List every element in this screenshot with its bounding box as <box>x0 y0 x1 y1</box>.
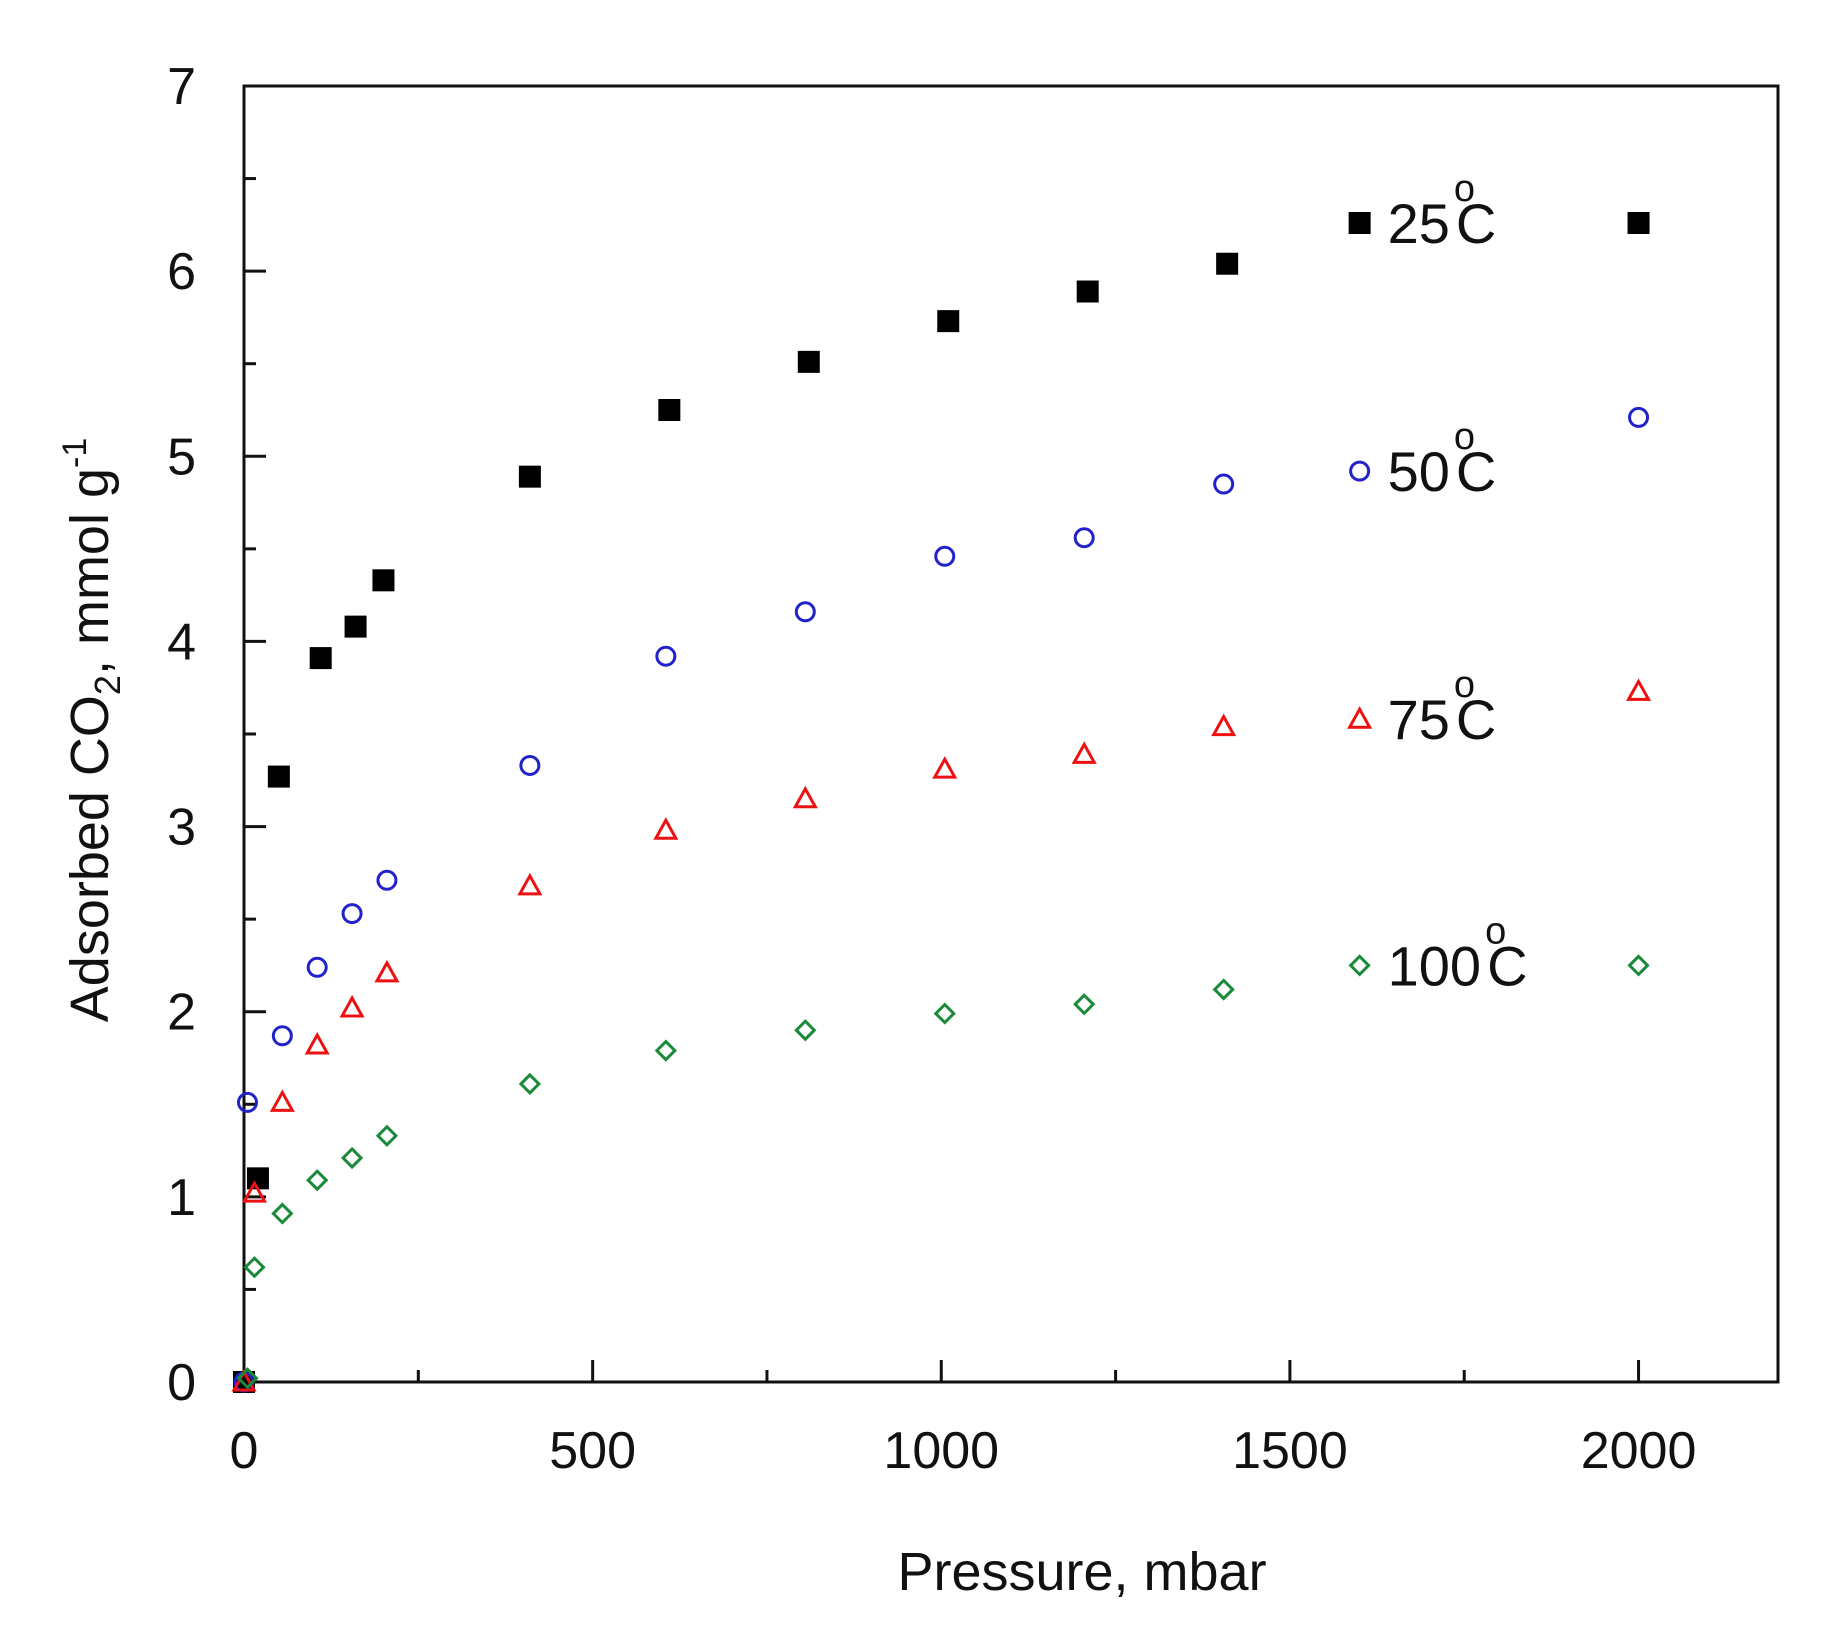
data-point-75c <box>304 1031 330 1055</box>
data-point-25c <box>246 1167 269 1190</box>
legend-marker-75c <box>1347 706 1373 729</box>
legend-unit-50c: C <box>1456 440 1496 503</box>
data-point-50c <box>934 545 956 567</box>
legend-label-25c: 25 <box>1388 192 1450 255</box>
legend-degree-75c: o <box>1454 664 1475 706</box>
data-point-25c <box>937 310 960 333</box>
y-tick-label: 1 <box>167 1169 196 1227</box>
x-axis-title: Pressure, mbar <box>897 1542 1266 1602</box>
data-point-75c <box>653 817 679 840</box>
y-tick-label: 2 <box>167 984 196 1042</box>
y-tick-label: 5 <box>167 428 196 486</box>
y-title-sub: 2 <box>87 675 128 695</box>
legend-marker-50c <box>1349 460 1371 482</box>
data-point-100c <box>1073 993 1096 1016</box>
y-title-sup: -1 <box>56 438 94 468</box>
data-point-100c <box>243 1256 266 1279</box>
data-point-100c <box>306 1169 329 1192</box>
y-tick-label: 6 <box>167 243 196 301</box>
legend-marker-100c <box>1348 954 1371 977</box>
x-tick-label: 500 <box>549 1422 636 1480</box>
data-point-100c <box>518 1072 542 1096</box>
legend-marker-25c <box>1348 212 1371 235</box>
y-axis-title: Adsorbed CO2, mmol g-1 <box>56 438 128 1022</box>
y-title-middle: , mmol g <box>60 468 120 675</box>
data-point-25c <box>309 647 332 670</box>
data-point-25c <box>658 399 681 421</box>
y-tick-label: 0 <box>167 1354 196 1412</box>
data-point-25c <box>1627 212 1650 235</box>
data-point-25c <box>518 465 541 488</box>
data-point-25c <box>344 615 367 638</box>
data-point-75c <box>374 959 400 983</box>
legend-degree-25c: o <box>1454 168 1475 210</box>
legend-unit-100c: C <box>1487 934 1527 997</box>
y-tick-label: 7 <box>167 58 196 116</box>
legend-label-50c: 50 <box>1388 440 1450 503</box>
data-point-75c <box>1211 713 1237 737</box>
data-point-50c <box>519 754 541 776</box>
data-point-75c <box>932 756 958 779</box>
data-point-75c <box>269 1089 295 1112</box>
data-point-100c <box>340 1146 364 1170</box>
x-tick-label: 2000 <box>1581 1422 1697 1480</box>
data-point-75c <box>517 872 543 896</box>
data-point-25c <box>1076 280 1099 303</box>
x-tick-label: 0 <box>230 1422 259 1480</box>
legend-label-75c: 75 <box>1388 688 1450 751</box>
data-point-100c <box>794 1019 817 1042</box>
data-points <box>231 212 1652 1393</box>
legend-degree-50c: o <box>1454 416 1475 458</box>
tick-labels: 0 500 1000 1500 2000 0 1 2 3 4 5 6 7 <box>167 58 1696 1480</box>
data-point-100c <box>271 1202 294 1225</box>
data-point-50c <box>306 956 328 978</box>
data-point-100c <box>933 1002 956 1025</box>
data-point-75c <box>1625 678 1652 701</box>
data-point-75c <box>1071 741 1097 764</box>
data-point-75c <box>792 785 818 809</box>
data-point-75c <box>231 1368 257 1392</box>
legend-unit-25c: C <box>1456 192 1496 255</box>
data-point-50c <box>341 903 363 925</box>
plot-frame <box>242 84 1780 1384</box>
legend-unit-75c: C <box>1456 688 1496 751</box>
data-point-25c <box>372 569 395 592</box>
data-point-50c <box>1628 406 1650 428</box>
data-point-75c <box>241 1180 268 1203</box>
legend-label-100c: 100 <box>1388 934 1481 997</box>
data-point-75c <box>339 994 365 1018</box>
data-point-50c <box>271 1025 293 1047</box>
legend-degree-100c: o <box>1485 910 1506 952</box>
y-tick-label: 3 <box>167 799 196 857</box>
data-point-100c <box>654 1039 677 1062</box>
data-point-25c <box>1216 252 1239 275</box>
data-point-50c <box>655 645 677 667</box>
data-point-100c <box>375 1124 399 1147</box>
y-tick-label: 4 <box>167 613 196 671</box>
data-point-100c <box>1212 978 1235 1001</box>
data-point-50c <box>236 1091 258 1113</box>
data-point-50c <box>1213 473 1235 495</box>
data-point-50c <box>376 869 398 891</box>
y-title-prefix: Adsorbed CO <box>60 695 120 1022</box>
data-point-25c <box>267 765 290 788</box>
data-point-50c <box>794 601 816 623</box>
data-point-100c <box>1627 954 1650 977</box>
data-point-25c <box>797 350 820 373</box>
x-tick-label: 1500 <box>1232 1422 1348 1480</box>
data-point-50c <box>1073 527 1095 549</box>
data-point-100c <box>236 1367 259 1390</box>
x-tick-label: 1000 <box>883 1422 999 1480</box>
